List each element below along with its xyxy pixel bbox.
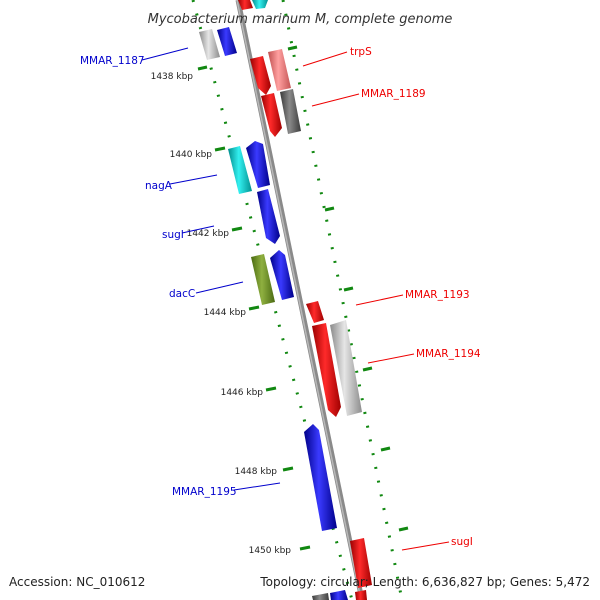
- tick-mark: [248, 305, 260, 311]
- tick-label: 1446 kbp: [221, 388, 264, 398]
- gene-label-mmar-1195[interactable]: MMAR_1195: [172, 486, 237, 498]
- gene-feature-blue[interactable]: [304, 424, 337, 531]
- tick-label: 1444 kbp: [204, 308, 247, 318]
- gene-feature-red[interactable]: [306, 301, 324, 323]
- gene-feature-red-bottom[interactable]: [355, 590, 367, 600]
- gene-label-sugi[interactable]: sugI: [451, 536, 473, 548]
- tick-mark: [214, 146, 226, 152]
- leader-line: [302, 51, 348, 67]
- gene-feature-darkgray[interactable]: [280, 89, 301, 134]
- gene-label-trps[interactable]: trpS: [350, 46, 372, 58]
- tick-mark: [282, 466, 294, 472]
- leader-line: [169, 174, 218, 185]
- genome-summary-text: Topology: circular; Length: 6,636,827 bp…: [260, 575, 590, 589]
- leader-line: [355, 294, 404, 306]
- gene-label-dacc[interactable]: dacC: [169, 288, 195, 300]
- tick-label: 1448 kbp: [235, 467, 278, 477]
- genome-title: Mycobacterium marinum M, complete genome: [148, 12, 453, 27]
- leader-line: [401, 541, 450, 551]
- gene-feature-blue[interactable]: [217, 27, 237, 56]
- gene-label-mmar-1189[interactable]: MMAR_1189: [361, 88, 426, 100]
- gene-label-mmar-1193[interactable]: MMAR_1193: [405, 289, 470, 301]
- leader-line: [311, 93, 360, 107]
- leader-line: [367, 353, 415, 364]
- gene-feature-red[interactable]: [250, 56, 271, 95]
- gene-feature-silver[interactable]: [199, 29, 220, 60]
- leader-line: [233, 482, 281, 491]
- gene-feature-cyan[interactable]: [228, 146, 252, 194]
- tick-mark: [343, 286, 354, 292]
- gene-feature-red-top[interactable]: [238, 0, 253, 10]
- gene-feature-gray-bottom[interactable]: [312, 593, 329, 600]
- tick-mark: [362, 366, 373, 372]
- backbone: [235, 0, 365, 600]
- gene-feature-red[interactable]: [350, 538, 372, 588]
- tick-label: 1438 kbp: [151, 72, 194, 82]
- tick-mark: [287, 45, 298, 51]
- gene-label-mmar-1187[interactable]: MMAR_1187: [80, 55, 145, 67]
- tick-label: 1450 kbp: [249, 546, 292, 556]
- tick-mark: [324, 206, 335, 212]
- gene-feature-pink[interactable]: [268, 49, 291, 91]
- tick-mark: [380, 446, 391, 452]
- backbone-highlight: [236, 0, 362, 600]
- accession-text: Accession: NC_010612: [9, 575, 146, 589]
- tick-mark: [197, 65, 208, 71]
- gene-feature-blue-bottom[interactable]: [330, 590, 348, 600]
- gene-feature-blue[interactable]: [257, 189, 280, 244]
- gene-feature-blue[interactable]: [270, 250, 294, 300]
- tick-mark: [299, 545, 311, 551]
- tick-label: 1442 kbp: [187, 229, 230, 239]
- gene-feature-cyan-top[interactable]: [252, 0, 268, 9]
- gene-label-naga[interactable]: nagA: [145, 180, 173, 192]
- tick-mark: [231, 226, 243, 232]
- tick-mark: [265, 386, 277, 392]
- tick-mark: [398, 526, 409, 532]
- leader-line: [141, 47, 189, 61]
- gene-feature-blue[interactable]: [246, 141, 270, 188]
- leader-line: [195, 281, 244, 294]
- gene-label-sugi[interactable]: sugI: [162, 229, 184, 241]
- gene-feature-silver[interactable]: [330, 320, 362, 416]
- gene-feature-red[interactable]: [261, 93, 282, 137]
- tick-label: 1440 kbp: [170, 150, 213, 160]
- gene-feature-red[interactable]: [312, 323, 341, 417]
- leader-line: [181, 225, 215, 234]
- gene-label-mmar-1194[interactable]: MMAR_1194: [416, 348, 481, 360]
- gene-feature-green[interactable]: [251, 254, 275, 305]
